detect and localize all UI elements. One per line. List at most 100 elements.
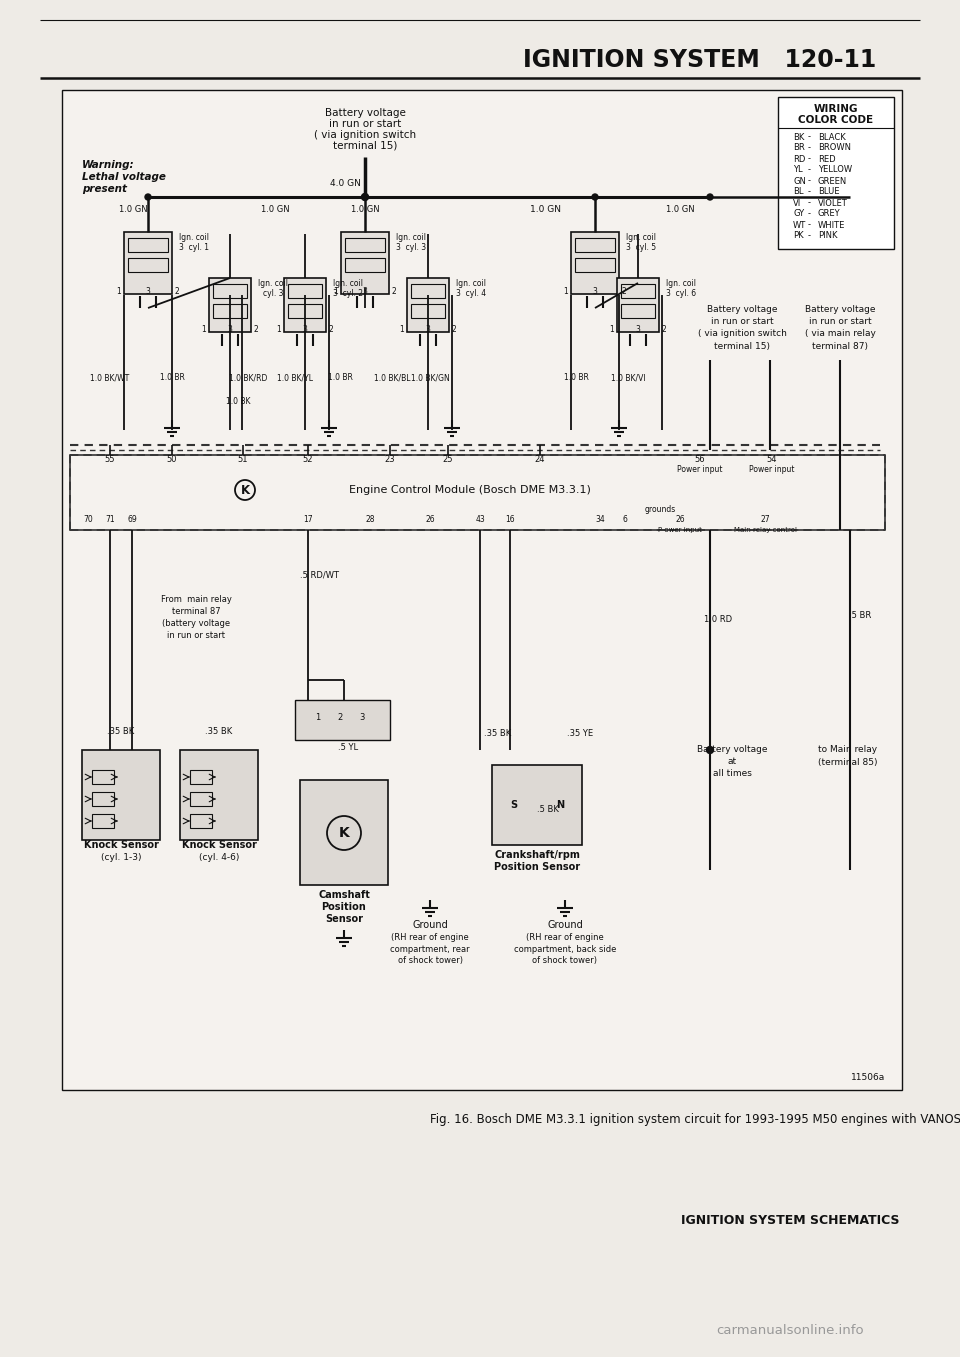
Bar [209,278,251,332]
Bar [92,769,114,784]
Text: of shock tower): of shock tower) [533,957,597,965]
Text: Knock Sensor: Knock Sensor [181,840,256,849]
Text: -: - [808,144,811,152]
Circle shape [707,746,713,753]
Text: -: - [808,198,811,208]
Bar [575,237,615,252]
Circle shape [327,816,361,849]
Text: WIRING: WIRING [814,104,858,114]
Text: (cyl. 1-3): (cyl. 1-3) [101,852,141,862]
Text: 16: 16 [505,516,515,525]
Bar [341,232,389,294]
Text: -: - [808,176,811,186]
Bar [411,284,445,299]
Text: at: at [728,757,736,767]
Text: 3  cyl. 3: 3 cyl. 3 [396,243,426,252]
Text: 2: 2 [337,714,343,722]
Text: Battery voltage: Battery voltage [804,305,876,315]
Text: 2: 2 [328,324,333,334]
Text: 34: 34 [595,516,605,525]
Bar [70,455,885,531]
Text: IGNITION SYSTEM SCHEMATICS: IGNITION SYSTEM SCHEMATICS [681,1213,900,1227]
Text: 55: 55 [105,456,115,464]
Text: 1.0 GN: 1.0 GN [261,205,289,214]
Circle shape [235,480,255,499]
Bar [213,284,247,299]
Text: Ign. coil: Ign. coil [396,233,426,243]
Text: Crankshaft/rpm: Crankshaft/rpm [494,849,580,860]
Text: 1: 1 [276,324,281,334]
Bar [288,304,322,318]
Text: 71: 71 [106,516,115,525]
Text: -: - [808,155,811,163]
Text: 3: 3 [592,286,597,296]
Text: .5 RD/WT: .5 RD/WT [300,570,340,579]
Text: 50: 50 [167,456,178,464]
Text: -: - [808,133,811,141]
Text: 1.0 GN: 1.0 GN [119,205,147,214]
Circle shape [592,194,598,199]
Text: P ower input: P ower input [658,527,702,533]
Bar [345,237,385,252]
Text: compartment, rear: compartment, rear [390,944,469,954]
Text: -: - [808,209,811,218]
Text: GREEN: GREEN [818,176,848,186]
Text: 26: 26 [675,516,684,525]
Text: BLUE: BLUE [818,187,839,197]
Text: Position Sensor: Position Sensor [494,862,580,873]
Text: Power input: Power input [677,465,723,475]
Text: 3: 3 [359,714,365,722]
Text: Ign. coil: Ign. coil [179,233,209,243]
Text: -: - [808,232,811,240]
Text: 3: 3 [228,324,232,334]
Text: 43: 43 [475,516,485,525]
Text: (RH rear of engine: (RH rear of engine [391,932,468,942]
Bar [82,750,160,840]
Text: 1.0 BR: 1.0 BR [564,373,588,383]
Text: 1: 1 [334,286,338,296]
Text: Battery voltage: Battery voltage [707,305,778,315]
Text: BL: BL [793,187,804,197]
Text: 1.0 BK/YL: 1.0 BK/YL [277,373,313,383]
Text: RED: RED [818,155,835,163]
Text: BROWN: BROWN [818,144,851,152]
Text: K: K [339,826,349,840]
Bar [124,232,172,294]
Text: 28: 28 [365,516,374,525]
Text: -: - [808,187,811,197]
Text: 1.0 GN: 1.0 GN [530,205,561,214]
Text: 17: 17 [303,516,313,525]
Text: Ign. coil: Ign. coil [456,280,486,289]
Bar [190,814,212,828]
Text: Knock Sensor: Knock Sensor [84,840,158,849]
Text: (terminal 85): (terminal 85) [818,757,877,767]
Text: .35 BK: .35 BK [205,727,232,737]
Text: Camshaft: Camshaft [318,890,370,900]
Text: .5 BK: .5 BK [537,806,559,814]
Text: .5 BR: .5 BR [849,611,871,620]
Text: in run or start: in run or start [329,119,401,129]
Text: Warning:: Warning: [82,160,134,170]
Bar [190,769,212,784]
Text: 1.0 BK/VI: 1.0 BK/VI [611,373,645,383]
Text: IGNITION SYSTEM   120-11: IGNITION SYSTEM 120-11 [523,47,876,72]
Text: -: - [808,166,811,175]
Text: 1.0 GN: 1.0 GN [350,205,379,214]
Text: RD: RD [793,155,805,163]
Text: PINK: PINK [818,232,837,240]
Text: grounds: grounds [644,506,676,514]
Bar [190,792,212,806]
Text: ( via main relay: ( via main relay [804,330,876,338]
Text: 24: 24 [535,456,545,464]
Text: S: S [511,801,517,810]
Text: Ign. coil: Ign. coil [666,280,696,289]
Text: (battery voltage: (battery voltage [162,620,230,628]
Text: 1.0 GN: 1.0 GN [665,205,694,214]
Text: terminal 87: terminal 87 [172,608,220,616]
Bar [295,700,390,740]
Bar [62,90,902,1090]
Text: 1.0 BK/GN: 1.0 BK/GN [411,373,449,383]
Bar [407,278,449,332]
Text: in run or start: in run or start [167,631,225,641]
Circle shape [145,194,151,199]
